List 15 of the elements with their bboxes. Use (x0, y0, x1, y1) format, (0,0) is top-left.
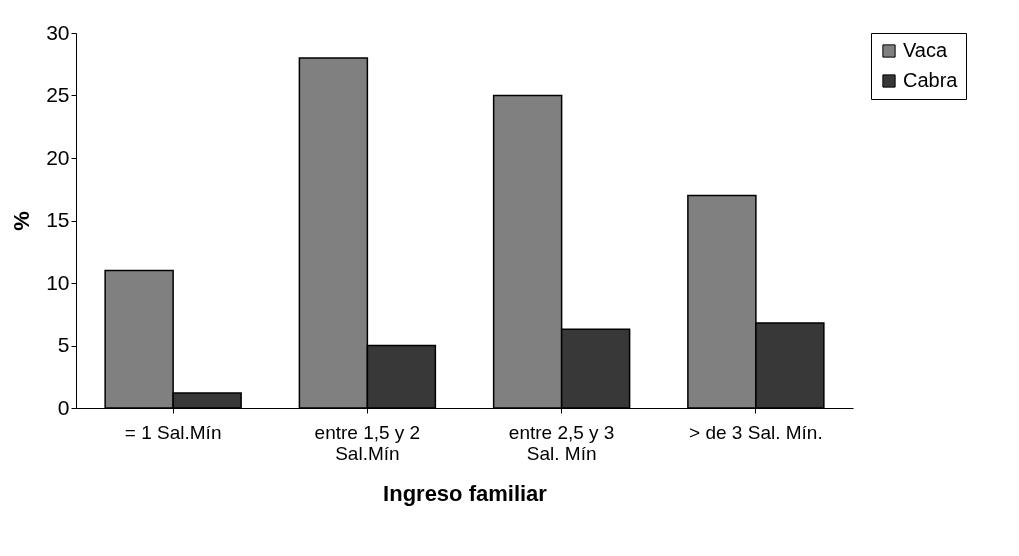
x-axis-title: Ingreso familiar (383, 480, 548, 506)
y-tick-label: 15 (46, 208, 70, 231)
y-tick-label: 20 (46, 145, 70, 169)
x-tick-label: entre 1,5 y 2 Sal.Mín (314, 421, 421, 464)
x-tick-label: entre 2,5 y 3 Sal. Mín (508, 421, 615, 464)
y-tick-label: 10 (46, 270, 70, 294)
legend-label: Cabra (903, 69, 959, 91)
y-tick-label: 25 (46, 83, 70, 106)
y-tick-label: 30 (46, 20, 70, 44)
y-tick-label: 0 (57, 395, 70, 419)
y-tick-label: 5 (57, 333, 70, 356)
legend-label: Vaca (903, 39, 948, 61)
y-axis-title: % (9, 211, 35, 231)
x-tick-label: > de 3 Sal. Mín. (689, 421, 823, 443)
x-tick-label: = 1 Sal.Mín (124, 421, 222, 443)
